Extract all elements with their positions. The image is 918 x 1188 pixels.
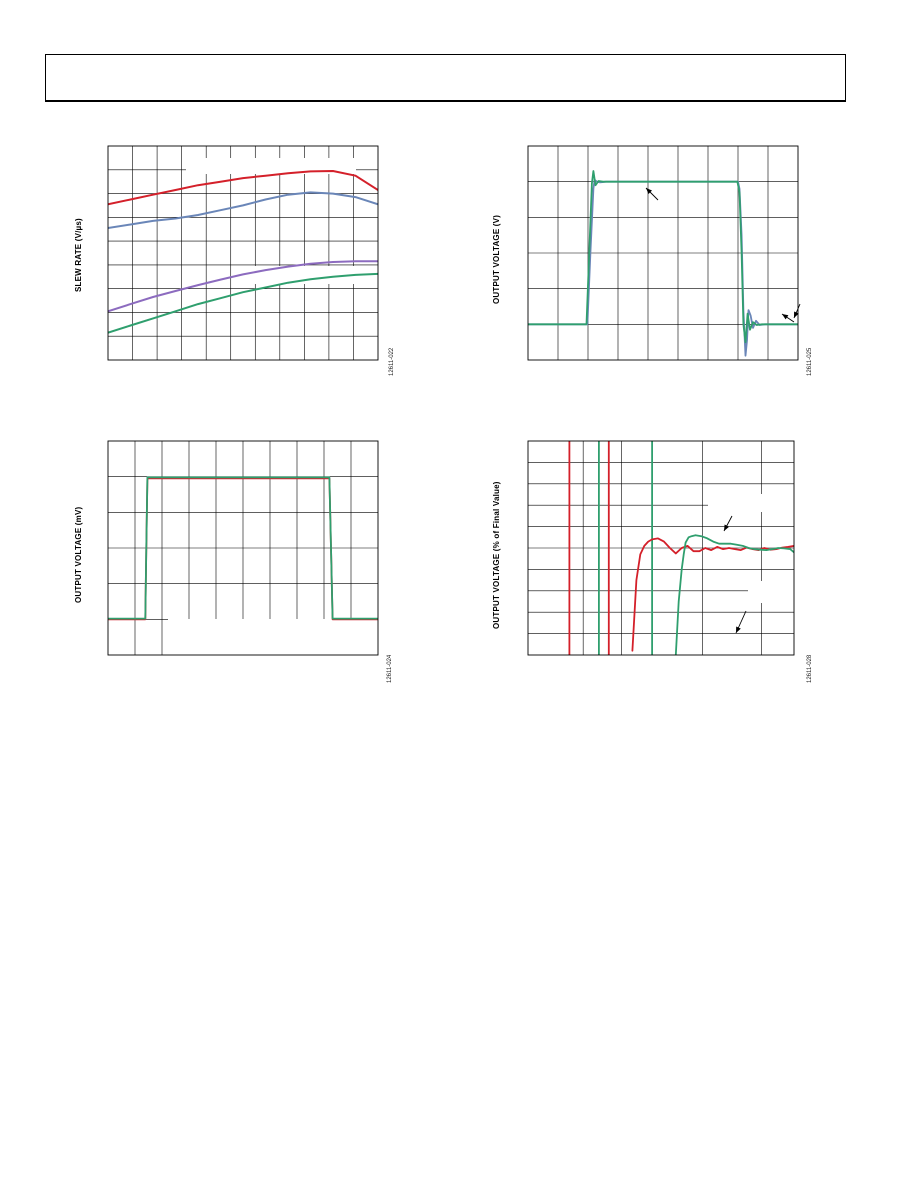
annotation-arrow-head — [646, 188, 652, 194]
series-line-red — [108, 170, 378, 206]
series-line-green — [528, 170, 798, 344]
small-signal-chart — [107, 440, 379, 659]
page-header-box — [45, 54, 846, 102]
settling-time-plot — [527, 440, 838, 656]
label-area — [246, 266, 396, 284]
slew-rate-series-group — [108, 170, 378, 334]
label-area — [186, 158, 356, 174]
label-area — [708, 494, 822, 512]
annotation-arrow-head — [782, 314, 789, 320]
series-line-green — [108, 476, 378, 620]
plot-frame — [527, 145, 799, 361]
settling-time-series-group — [568, 441, 794, 655]
slew-rate-plot — [107, 145, 396, 361]
large-signal-pulse-series-group — [528, 170, 798, 357]
large-signal-fig-id: 12611-025 — [807, 347, 813, 376]
settling-panel: OUTPUT VOLTAGE (% of Final Value) 12611-… — [478, 435, 838, 685]
series-line-green — [108, 272, 378, 334]
label-area — [748, 581, 838, 603]
plot-frame — [527, 440, 795, 656]
settling-chart — [527, 440, 838, 656]
settling-fig-id: 12611-028 — [807, 654, 813, 683]
annotation-arrow-head — [724, 524, 729, 531]
small-signal-fig-id: 12611-024 — [387, 654, 393, 683]
series-line-green — [674, 534, 794, 655]
slew-rate-chart — [107, 145, 396, 361]
small-signal-pulse-plot — [107, 440, 379, 659]
large-signal-panel: OUTPUT VOLTAGE (V) 12611-025 — [478, 140, 818, 390]
slew-rate-fig-id: 12611-022 — [389, 347, 395, 376]
series-line-blue — [108, 191, 378, 229]
small-signal-panel: OUTPUT VOLTAGE (mV) 12611-024 — [60, 435, 400, 685]
annotation-arrow-head — [736, 626, 741, 633]
plot-frame — [107, 145, 379, 361]
annotation-arrow-head — [794, 311, 799, 318]
series-line-blue — [528, 179, 798, 357]
small-signal-pulse-series-group — [108, 476, 378, 621]
large-signal-chart — [527, 145, 801, 361]
series-line-purple — [108, 260, 378, 313]
plot-frame — [107, 440, 379, 656]
label-area — [168, 619, 364, 659]
series-line-red — [631, 537, 794, 652]
large-signal-pulse-plot — [527, 145, 801, 361]
slew-rate-panel: SLEW RATE (V/µs) 12611-022 — [60, 140, 400, 390]
